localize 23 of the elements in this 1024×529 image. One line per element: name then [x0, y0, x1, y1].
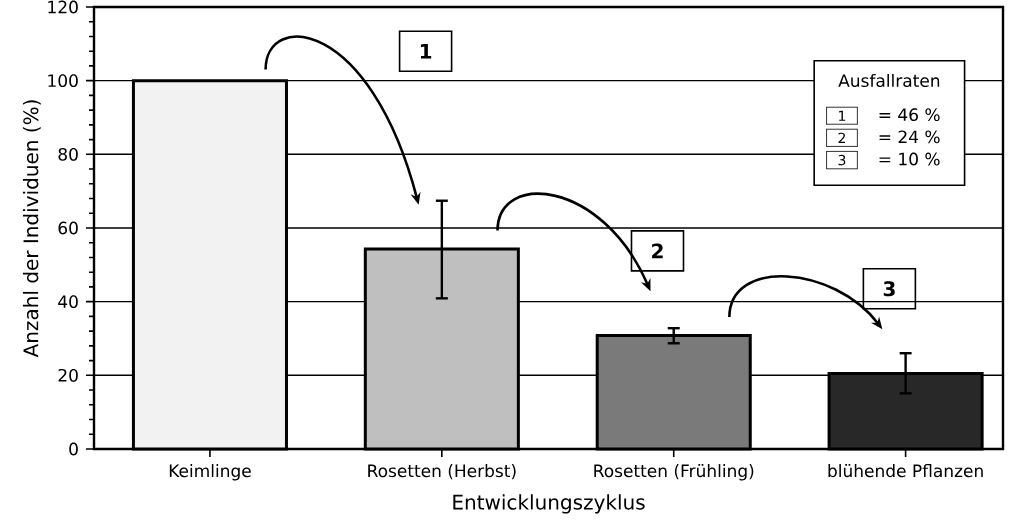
x-tick-label: Keimlinge [169, 464, 251, 481]
annotation: 1 [420, 43, 432, 59]
y-tick-label: 0 [69, 442, 78, 456]
y-tick-label: 100 [48, 74, 78, 88]
annotation: 2 [838, 132, 846, 144]
y-tick-label: 40 [58, 295, 78, 309]
x-tick-label: Rosetten (Herbst) [368, 464, 516, 480]
annotation: 1 [839, 110, 846, 121]
annotation: 2 [652, 243, 663, 259]
y-tick-label: 20 [58, 368, 78, 382]
annotation: = 10 % [879, 152, 940, 166]
x-tick-label: blühende Pflanzen [828, 464, 983, 478]
x-tick-label: Rosetten (Frühling) [594, 464, 754, 481]
annotation: Ausfallraten [838, 73, 940, 88]
annotation: = 46 % [879, 108, 940, 122]
x-axis-title: Entwicklungszyklus [453, 494, 645, 514]
y-tick-label: 120 [48, 0, 78, 14]
y-tick-label: 80 [58, 147, 78, 161]
annotation: = 24 % [879, 130, 940, 144]
y-axis-title: Anzahl der Individuen (%) [22, 100, 41, 358]
annotation: 3 [883, 281, 895, 297]
y-tick-label: 60 [58, 221, 78, 235]
annotation: 3 [838, 154, 846, 166]
